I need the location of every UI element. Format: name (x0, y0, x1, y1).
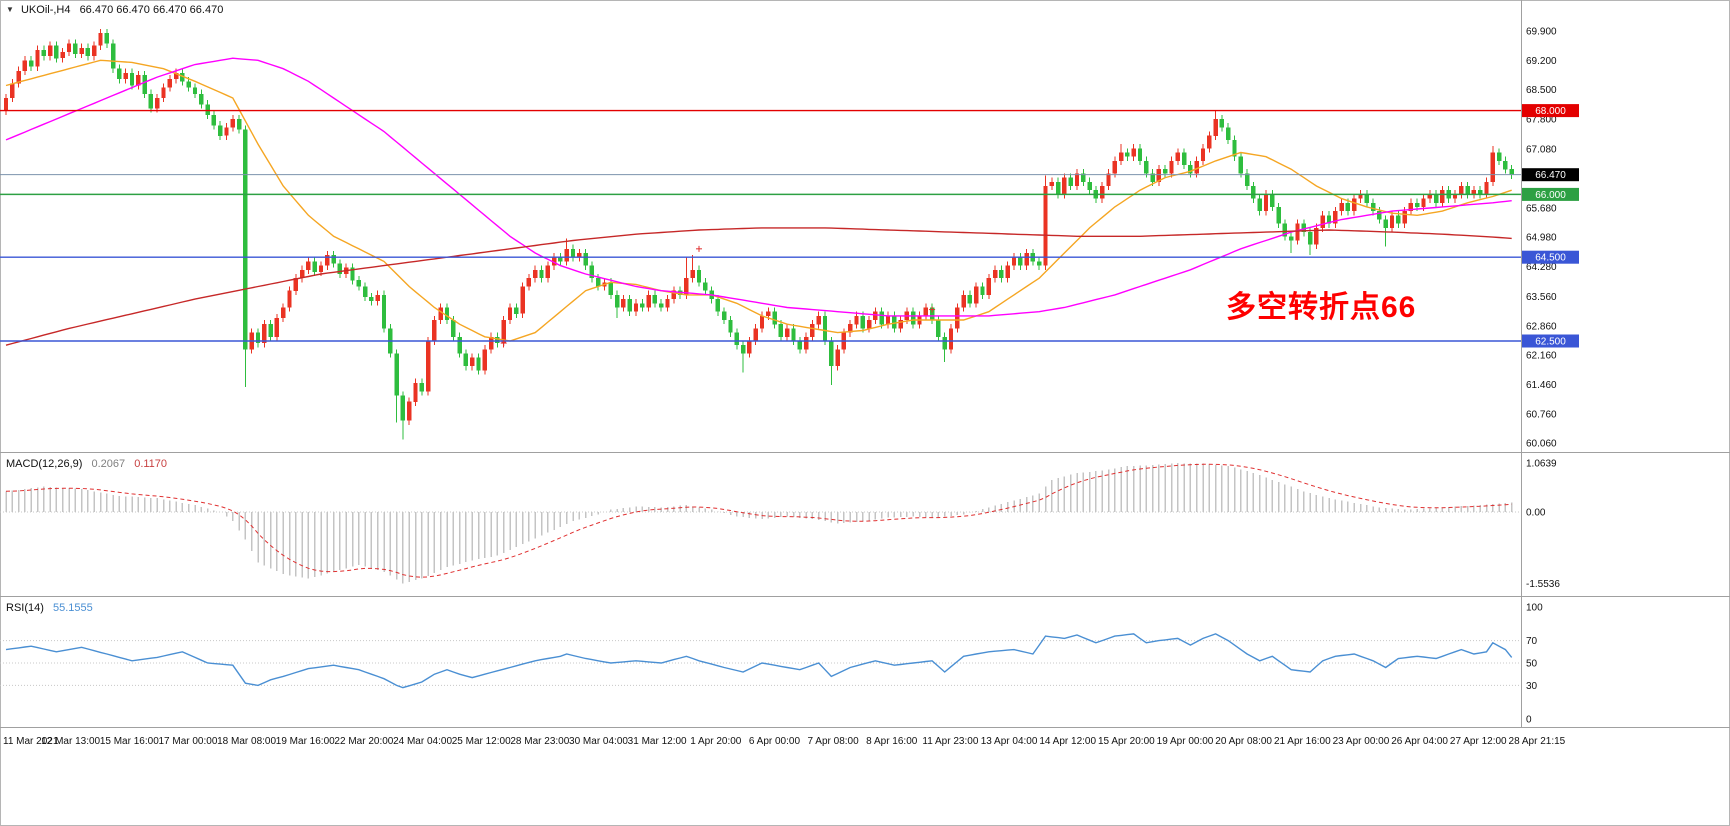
svg-text:27 Apr 12:00: 27 Apr 12:00 (1450, 736, 1507, 747)
svg-text:15 Mar 16:00: 15 Mar 16:00 (100, 736, 159, 747)
svg-text:63.560: 63.560 (1526, 292, 1557, 303)
price-badge-62.500: 62.500 (1522, 334, 1579, 348)
svg-text:65.680: 65.680 (1526, 203, 1557, 214)
svg-text:66.000: 66.000 (1535, 190, 1566, 201)
svg-text:1 Apr 20:00: 1 Apr 20:00 (690, 736, 742, 747)
price-badge-64.500: 64.500 (1522, 250, 1579, 264)
ma-mid-line (5, 57, 1512, 317)
svg-text:11 Apr 23:00: 11 Apr 23:00 (922, 736, 978, 747)
ma-slow-line (5, 227, 1512, 346)
svg-text:28 Mar 23:00: 28 Mar 23:00 (510, 736, 569, 747)
macd-main-value: 0.2067 (91, 458, 126, 470)
symbol-name: UKOil-,H4 (20, 4, 71, 16)
rsi-value: 55.1555 (52, 602, 93, 614)
symbol-ohlc: 66.470 66.470 66.470 66.470 (79, 4, 224, 16)
macd-histogram (5, 463, 1513, 584)
svg-text:15 Apr 20:00: 15 Apr 20:00 (1098, 736, 1155, 747)
svg-text:24 Mar 04:00: 24 Mar 04:00 (393, 736, 452, 747)
ma-fast-line (5, 59, 1512, 342)
svg-text:62.860: 62.860 (1526, 321, 1557, 332)
svg-text:67.800: 67.800 (1526, 114, 1557, 125)
svg-text:6 Apr 00:00: 6 Apr 00:00 (749, 736, 801, 747)
macd-signal-line (5, 463, 1512, 578)
candles-layer (3, 28, 1514, 440)
svg-text:8 Apr 16:00: 8 Apr 16:00 (866, 736, 918, 747)
svg-text:66.470: 66.470 (1535, 170, 1566, 181)
svg-text:1.0639: 1.0639 (1526, 459, 1557, 470)
macd-signal-value: 0.1170 (134, 458, 168, 470)
svg-text:68.000: 68.000 (1535, 106, 1566, 117)
svg-text:30 Mar 04:00: 30 Mar 04:00 (569, 736, 628, 747)
symbol-title: ▼ UKOil-,H4 66.470 66.470 66.470 66.470 (6, 4, 223, 16)
svg-text:0.00: 0.00 (1526, 508, 1546, 519)
svg-text:100: 100 (1526, 603, 1543, 614)
panel-dividers (0, 0, 1730, 728)
svg-text:62.160: 62.160 (1526, 351, 1557, 362)
svg-text:67.080: 67.080 (1526, 145, 1557, 156)
svg-text:64.980: 64.980 (1526, 233, 1557, 244)
rsi-scale: 100 70 50 30 0 (1526, 603, 1543, 726)
svg-text:7 Apr 08:00: 7 Apr 08:00 (808, 736, 860, 747)
svg-text:31 Mar 12:00: 31 Mar 12:00 (628, 736, 687, 747)
price-scale[interactable]: 69.900 69.200 68.500 67.800 67.080 65.680 64.9… (1526, 26, 1557, 449)
svg-text:64.500: 64.500 (1535, 253, 1566, 264)
annotation-text[interactable]: 多空转折点66 (1226, 291, 1417, 324)
svg-text:25 Mar 12:00: 25 Mar 12:00 (452, 736, 511, 747)
svg-text:-1.5536: -1.5536 (1526, 579, 1560, 590)
macd-indicator-label: MACD(12,26,9) 0.2067 0.1170 (6, 458, 167, 470)
svg-text:28 Apr 21:15: 28 Apr 21:15 (1509, 736, 1566, 747)
svg-text:61.460: 61.460 (1526, 380, 1557, 391)
svg-text:17 Mar 00:00: 17 Mar 00:00 (158, 736, 217, 747)
rsi-name: RSI(14) (6, 602, 44, 614)
svg-text:0: 0 (1526, 715, 1532, 726)
svg-text:20 Apr 08:00: 20 Apr 08:00 (1215, 736, 1272, 747)
svg-text:26 Apr 04:00: 26 Apr 04:00 (1391, 736, 1448, 747)
price-badge-68.000: 68.000 (1522, 104, 1579, 118)
svg-text:19 Apr 00:00: 19 Apr 00:00 (1157, 736, 1214, 747)
svg-text:70: 70 (1526, 636, 1538, 647)
collapse-arrow-icon[interactable]: ▼ (6, 5, 14, 14)
svg-text:22 Mar 20:00: 22 Mar 20:00 (334, 736, 393, 747)
svg-text:12 Mar 13:00: 12 Mar 13:00 (41, 736, 100, 747)
svg-text:13 Apr 04:00: 13 Apr 04:00 (981, 736, 1038, 747)
svg-text:69.900: 69.900 (1526, 26, 1557, 37)
macd-scale: 1.0639 0.00 -1.5536 (1526, 459, 1560, 590)
macd-name: MACD(12,26,9) (6, 458, 83, 470)
svg-text:60.060: 60.060 (1526, 439, 1557, 450)
svg-text:50: 50 (1526, 659, 1538, 670)
price-badge-66.000: 66.000 (1522, 187, 1579, 201)
svg-text:60.760: 60.760 (1526, 409, 1557, 420)
trade-markers (500, 245, 936, 347)
svg-text:69.200: 69.200 (1526, 56, 1557, 67)
svg-text:19 Mar 16:00: 19 Mar 16:00 (276, 736, 335, 747)
svg-text:23 Apr 00:00: 23 Apr 00:00 (1333, 736, 1390, 747)
rsi-line (5, 633, 1513, 689)
svg-text:18 Mar 08:00: 18 Mar 08:00 (217, 736, 276, 747)
svg-text:11 Mar 2021: 11 Mar 2021 (3, 736, 59, 747)
svg-text:14 Apr 12:00: 14 Apr 12:00 (1039, 736, 1096, 747)
svg-text:30: 30 (1526, 681, 1538, 692)
svg-text:64.280: 64.280 (1526, 262, 1557, 273)
svg-text:68.500: 68.500 (1526, 85, 1557, 96)
bid-price-badge: 66.470 (1522, 168, 1579, 182)
svg-text:62.500: 62.500 (1535, 336, 1566, 347)
rsi-indicator-label: RSI(14) 55.1555 (6, 602, 93, 614)
svg-text:21 Apr 16:00: 21 Apr 16:00 (1274, 736, 1331, 747)
